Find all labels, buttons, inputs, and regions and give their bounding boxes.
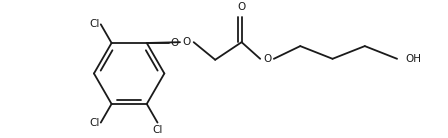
Text: Cl: Cl — [152, 124, 163, 135]
Text: O: O — [170, 38, 178, 48]
Text: O: O — [183, 37, 191, 47]
Text: Cl: Cl — [90, 19, 100, 29]
Text: Cl: Cl — [90, 118, 100, 128]
Text: O: O — [237, 2, 246, 12]
Text: OH: OH — [406, 54, 422, 64]
Text: O: O — [263, 54, 271, 64]
